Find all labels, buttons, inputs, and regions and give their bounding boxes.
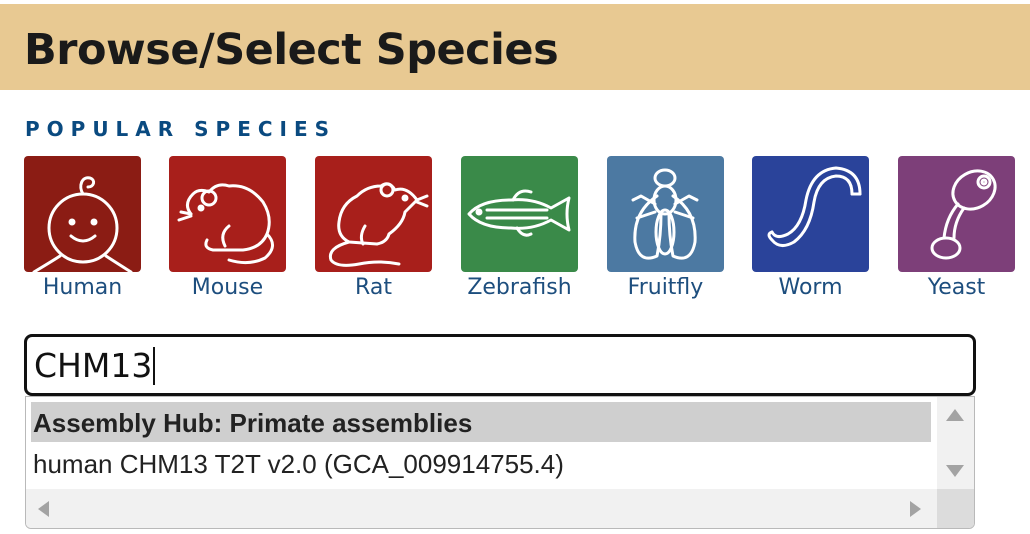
scroll-up-arrow-icon[interactable] [946, 409, 964, 421]
worm-icon[interactable] [752, 156, 869, 272]
species-label-human[interactable]: Human [42, 275, 123, 300]
human-icon[interactable] [24, 156, 141, 272]
search-input-value[interactable]: CHM13 [34, 344, 156, 388]
yeast-icon[interactable] [898, 156, 1015, 272]
group-header-label: Assembly Hub: Primate assemblies [33, 408, 473, 438]
autocomplete-group-header: Assembly Hub: Primate assemblies [31, 402, 931, 442]
scrollbar-corner [937, 489, 974, 528]
autocomplete-dropdown[interactable]: Assembly Hub: Primate assemblies human C… [25, 396, 975, 529]
mouse-icon[interactable] [169, 156, 286, 272]
species-human[interactable]: Human [24, 156, 141, 303]
species-label-zebrafish[interactable]: Zebrafish [467, 275, 572, 300]
species-zebrafish[interactable]: Zebrafish [461, 156, 578, 303]
species-fruitfly[interactable]: Fruitfly [607, 156, 724, 303]
scroll-right-arrow-icon[interactable] [910, 501, 921, 517]
species-label-yeast[interactable]: Yeast [927, 275, 986, 300]
species-worm[interactable]: Worm [752, 156, 869, 303]
species-search-input[interactable]: CHM13 [24, 334, 976, 396]
species-label-rat[interactable]: Rat [355, 275, 392, 300]
species-label-mouse[interactable]: Mouse [191, 275, 264, 300]
autocomplete-option[interactable]: human CHM13 T2T v2.0 (GCA_009914755.4) [33, 449, 564, 479]
fruitfly-icon[interactable] [607, 156, 724, 272]
species-label-fruitfly[interactable]: Fruitfly [627, 275, 704, 300]
species-label-worm[interactable]: Worm [778, 275, 843, 300]
page-header: Browse/Select Species [0, 4, 1030, 90]
zebrafish-icon[interactable] [461, 156, 578, 272]
species-mouse[interactable]: Mouse [169, 156, 286, 303]
scroll-left-arrow-icon[interactable] [38, 501, 49, 517]
text-cursor [153, 347, 156, 385]
page-title: Browse/Select Species [24, 25, 559, 75]
rat-icon[interactable] [315, 156, 432, 272]
species-yeast[interactable]: Yeast [898, 156, 1015, 303]
scroll-down-arrow-icon[interactable] [946, 465, 964, 477]
species-rat[interactable]: Rat [315, 156, 432, 303]
horizontal-scrollbar[interactable] [26, 489, 937, 528]
popular-species-heading: POPULAR SPECIES [25, 117, 337, 141]
